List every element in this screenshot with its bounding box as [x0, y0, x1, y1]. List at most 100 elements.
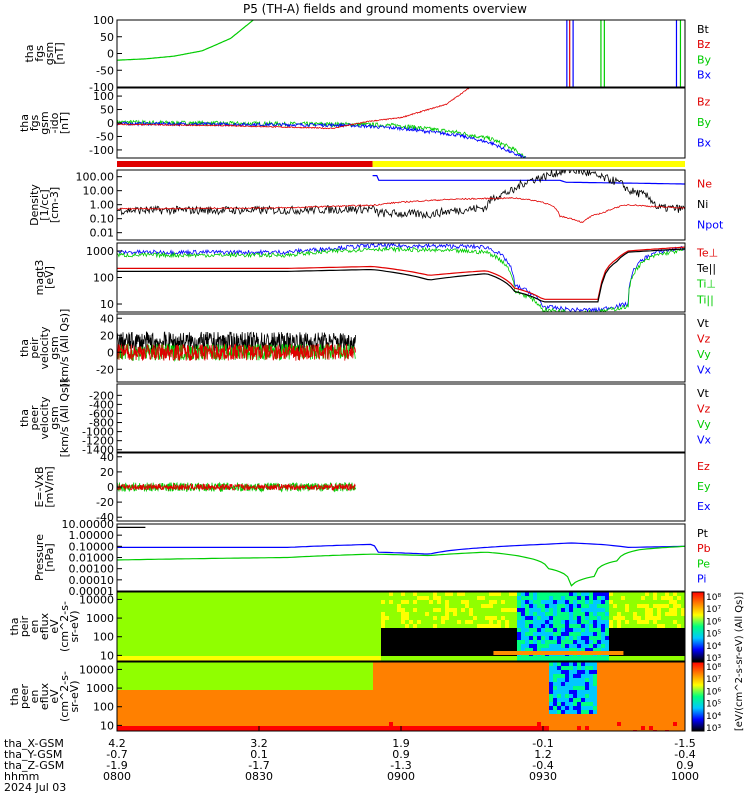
spectrogram-cell	[145, 600, 149, 604]
spectrogram-cell	[225, 640, 229, 644]
spectrogram-cell	[337, 644, 341, 648]
spectrogram-cell	[153, 640, 157, 644]
spectrogram-cell	[553, 682, 557, 686]
spectrogram-cell	[465, 624, 469, 628]
spectrogram-cell	[169, 632, 173, 636]
spectrogram-cell	[197, 678, 201, 682]
spectrogram-cell	[329, 694, 333, 698]
spectrogram-cell	[485, 600, 489, 604]
spectrogram-cell	[609, 604, 613, 608]
spectrogram-cell	[425, 674, 429, 678]
spectrogram-cell	[253, 620, 257, 624]
spectrogram-cell	[549, 710, 553, 714]
spectrogram-cell	[661, 612, 665, 616]
spectrogram-cell	[657, 592, 661, 596]
spectrogram-cell	[473, 600, 477, 604]
spectrogram-cell	[249, 608, 253, 612]
spectrogram-cell	[565, 666, 569, 670]
spectrogram-cell	[397, 718, 401, 722]
spectrogram-cell	[413, 690, 417, 694]
spectrogram-cell	[401, 694, 405, 698]
spectrogram-cell	[141, 698, 145, 702]
spectrogram-cell	[677, 596, 681, 600]
spectrogram-cell	[249, 596, 253, 600]
spectrogram-cell	[545, 718, 549, 722]
spectrogram-cell	[321, 674, 325, 678]
spectrogram-cell	[129, 682, 133, 686]
spectrogram-cell	[237, 612, 241, 616]
spectrogram-cell	[445, 722, 449, 726]
spectrogram-cell	[129, 698, 133, 702]
spectrogram-cell	[253, 714, 257, 718]
spectrogram-cell	[201, 702, 205, 706]
spectrogram-cell	[257, 718, 261, 722]
spectrogram-cell	[205, 644, 209, 648]
spectrogram-cell	[253, 690, 257, 694]
spectrogram-cell	[585, 718, 589, 722]
spectrogram-cell	[317, 710, 321, 714]
spectrogram-cell	[565, 596, 569, 600]
spectrogram-cell	[177, 652, 181, 656]
spectrogram-cell	[457, 678, 461, 682]
spectrogram-cell	[513, 666, 517, 670]
spectrogram-cell	[601, 592, 605, 596]
spectrogram-cell	[433, 652, 437, 656]
spectrogram-cell	[373, 644, 377, 648]
spectrogram-cell	[389, 666, 393, 670]
spectrogram-cell	[281, 616, 285, 620]
spectrogram-cell	[337, 620, 341, 624]
spectrogram-cell	[221, 726, 225, 730]
spectrogram-cell	[125, 652, 129, 656]
spectrogram-cell	[313, 698, 317, 702]
spectrogram-cell	[285, 608, 289, 612]
spectrogram-cell	[117, 670, 121, 674]
spectrogram-cell	[577, 644, 581, 648]
spectrogram-cell	[381, 690, 385, 694]
spectrogram-cell	[357, 592, 361, 596]
spectrogram-cell	[357, 694, 361, 698]
spectrogram-cell	[425, 596, 429, 600]
spectrogram-cell	[305, 656, 309, 660]
spectrogram-cell	[297, 656, 301, 660]
spectrogram-cell	[605, 694, 609, 698]
spectrogram-cell	[633, 620, 637, 624]
spectrogram-cell	[361, 612, 365, 616]
spectrogram-cell	[521, 718, 525, 722]
spectrogram-cell	[621, 656, 625, 660]
spectrogram-cell	[433, 640, 437, 644]
spectrogram-cell	[357, 620, 361, 624]
spectrogram-cell	[169, 666, 173, 670]
spectrogram-cell	[581, 674, 585, 678]
spectrogram-cell	[145, 592, 149, 596]
spectrogram-cell	[541, 686, 545, 690]
spectrogram-cell	[669, 632, 673, 636]
spectrogram-cell	[489, 600, 493, 604]
spectrogram-cell	[617, 612, 621, 616]
y-tick-label: 0	[107, 48, 114, 61]
spectrogram-cell	[361, 648, 365, 652]
spectrogram-cell	[601, 710, 605, 714]
spectrogram-cell	[373, 710, 377, 714]
spectrogram-cell	[321, 722, 325, 726]
spectrogram-cell	[437, 596, 441, 600]
spectrogram-cell	[477, 694, 481, 698]
spectrogram-cell	[621, 644, 625, 648]
spectrogram-cell	[485, 666, 489, 670]
spectrogram-cell	[485, 604, 489, 608]
spectrogram-cell	[561, 678, 565, 682]
spectrogram-cell	[369, 608, 373, 612]
spectrogram-cell	[597, 648, 601, 652]
spectrogram-cell	[577, 662, 581, 666]
spectrogram-cell	[465, 628, 469, 632]
spectrogram-cell	[525, 690, 529, 694]
spectrogram-cell	[417, 608, 421, 612]
spectrogram-cell	[513, 714, 517, 718]
spectrogram-cell	[117, 604, 121, 608]
spectrogram-cell	[289, 662, 293, 666]
spectrogram-cell	[633, 624, 637, 628]
spectrogram-cell	[129, 644, 133, 648]
spectrogram-cell	[277, 698, 281, 702]
spectrogram-cell	[221, 592, 225, 596]
spectrogram-cell	[325, 648, 329, 652]
spectrogram-cell	[221, 620, 225, 624]
